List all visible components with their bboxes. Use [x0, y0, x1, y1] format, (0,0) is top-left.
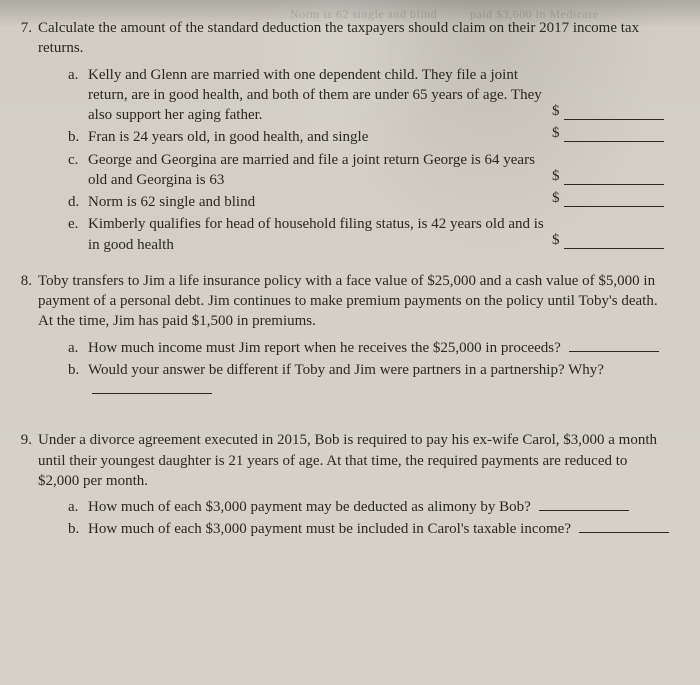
- q8-b-letter: b.: [68, 360, 88, 401]
- q8-a-content: How much income must Jim report when he …: [88, 340, 561, 356]
- question-7-subs: a. Kelly and Glenn are married with one …: [38, 65, 672, 255]
- question-7-stem: Calculate the amount of the standard ded…: [38, 20, 639, 56]
- q9-b-content: How much of each $3,000 payment must be …: [88, 521, 571, 537]
- question-8-stem: Toby transfers to Jim a life insurance p…: [38, 273, 658, 330]
- q7-b-blank[interactable]: $: [564, 127, 664, 142]
- q7-c-blank[interactable]: $: [564, 170, 664, 185]
- question-7-body: Calculate the amount of the standard ded…: [38, 18, 672, 257]
- q7-e-letter: e.: [68, 214, 88, 255]
- q9-sub-a: a. How much of each $3,000 payment may b…: [68, 497, 672, 517]
- question-8-body: Toby transfers to Jim a life insurance p…: [38, 271, 672, 403]
- q7-d-text: Norm is 62 single and blind $: [88, 192, 672, 212]
- q7-b-content: Fran is 24 years old, in good health, an…: [88, 129, 368, 145]
- q8-b-blank[interactable]: [92, 380, 212, 394]
- dollar-sign: $: [552, 166, 560, 186]
- worksheet-page: Norm is 62 single and blind paid $3,600 …: [0, 0, 700, 685]
- dollar-sign: $: [552, 188, 560, 208]
- question-7: 7. Calculate the amount of the standard …: [6, 18, 672, 257]
- q7-sub-e: e. Kimberly qualifies for head of househ…: [68, 214, 672, 255]
- dollar-sign: $: [552, 230, 560, 250]
- q9-a-letter: a.: [68, 497, 88, 517]
- question-9-number: 9.: [6, 430, 38, 541]
- q7-sub-d: d. Norm is 62 single and blind $: [68, 192, 672, 212]
- q7-a-letter: a.: [68, 65, 88, 126]
- q8-sub-a: a. How much income must Jim report when …: [68, 338, 672, 358]
- q8-b-content: Would your answer be different if Toby a…: [88, 362, 604, 378]
- q7-c-content: George and Georgina are married and file…: [88, 152, 535, 188]
- question-7-number: 7.: [6, 18, 38, 257]
- question-9: 9. Under a divorce agreement executed in…: [6, 430, 672, 541]
- q9-a-blank[interactable]: [539, 497, 629, 511]
- question-8-number: 8.: [6, 271, 38, 403]
- question-9-subs: a. How much of each $3,000 payment may b…: [38, 497, 672, 540]
- q7-sub-b: b. Fran is 24 years old, in good health,…: [68, 127, 672, 147]
- q9-sub-b: b. How much of each $3,000 payment must …: [68, 519, 672, 539]
- q8-a-letter: a.: [68, 338, 88, 358]
- q7-b-text: Fran is 24 years old, in good health, an…: [88, 127, 672, 147]
- q8-sub-b: b. Would your answer be different if Tob…: [68, 360, 672, 401]
- question-9-stem: Under a divorce agreement executed in 20…: [38, 432, 657, 489]
- q8-b-text: Would your answer be different if Toby a…: [88, 360, 672, 401]
- q8-a-text: How much income must Jim report when he …: [88, 338, 672, 358]
- q9-b-blank[interactable]: [579, 519, 669, 533]
- q7-d-letter: d.: [68, 192, 88, 212]
- q7-a-text: Kelly and Glenn are married with one dep…: [88, 65, 672, 126]
- q7-d-blank[interactable]: $: [564, 192, 664, 207]
- question-8-subs: a. How much income must Jim report when …: [38, 338, 672, 401]
- question-8: 8. Toby transfers to Jim a life insuranc…: [6, 271, 672, 403]
- q9-a-content: How much of each $3,000 payment may be d…: [88, 499, 531, 515]
- q7-e-text: Kimberly qualifies for head of household…: [88, 214, 672, 255]
- q7-b-letter: b.: [68, 127, 88, 147]
- q7-c-text: George and Georgina are married and file…: [88, 150, 672, 191]
- q9-b-letter: b.: [68, 519, 88, 539]
- q7-sub-a: a. Kelly and Glenn are married with one …: [68, 65, 672, 126]
- dollar-sign: $: [552, 123, 560, 143]
- q7-c-letter: c.: [68, 150, 88, 191]
- q9-b-text: How much of each $3,000 payment must be …: [88, 519, 672, 539]
- q7-sub-c: c. George and Georgina are married and f…: [68, 150, 672, 191]
- q7-a-content: Kelly and Glenn are married with one dep…: [88, 67, 542, 124]
- q7-a-blank[interactable]: $: [564, 105, 664, 120]
- q7-e-content: Kimberly qualifies for head of household…: [88, 216, 544, 252]
- q8-a-blank[interactable]: [569, 338, 659, 352]
- q7-d-content: Norm is 62 single and blind: [88, 194, 255, 210]
- q9-a-text: How much of each $3,000 payment may be d…: [88, 497, 672, 517]
- q7-e-blank[interactable]: $: [564, 234, 664, 249]
- dollar-sign: $: [552, 101, 560, 121]
- question-9-body: Under a divorce agreement executed in 20…: [38, 430, 672, 541]
